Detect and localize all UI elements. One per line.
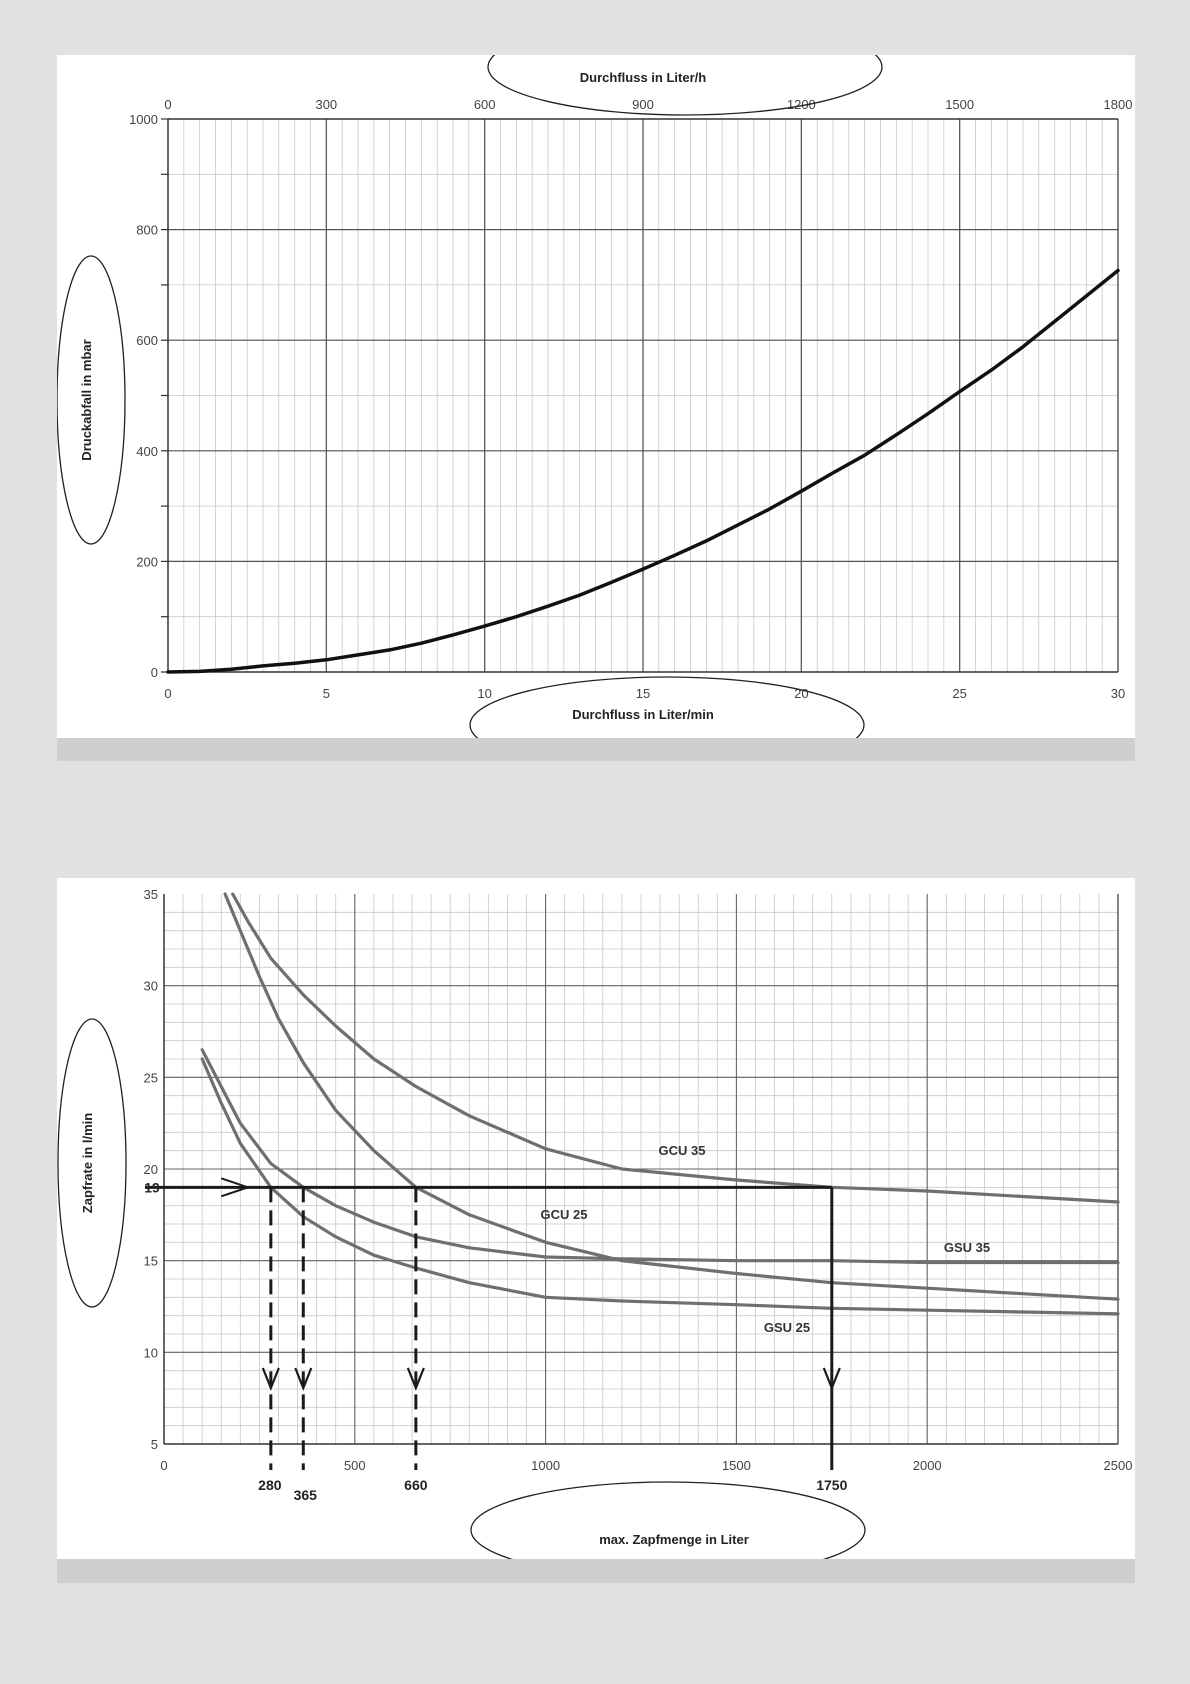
x2-tick-label: 900 xyxy=(632,97,654,112)
x-axis-title-ellipse xyxy=(469,676,865,738)
pressure-drop-curve xyxy=(166,268,1120,674)
pressure-drop-chart-panel: 0 5 10 15 20 25 30 0 300 600 900 1200 1500 1800 0 200 40… xyxy=(57,55,1135,738)
x2-tick-label: 300 xyxy=(315,97,337,112)
y-tick-label: 800 xyxy=(136,223,158,238)
series-label: GSU 35 xyxy=(944,1240,990,1255)
series-line-gsu-35 xyxy=(200,1048,1120,1265)
flow-rate-chart: 0 500 1000 1500 2000 2500 5 10 15 20 25 30 35 GCU 35 G… xyxy=(57,887,1133,1559)
x2-tick-label: 1200 xyxy=(787,97,816,112)
series-line-gcu-35 xyxy=(231,892,1120,1204)
series-label: GCU 25 xyxy=(541,1207,588,1222)
reference-y-label: 19 xyxy=(144,1179,160,1195)
reference-mark-label: 280 xyxy=(258,1477,282,1493)
y-tick-label: 10 xyxy=(144,1345,158,1360)
x-tick-label: 5 xyxy=(323,686,330,701)
series-line-gcu-25 xyxy=(223,892,1120,1301)
y-tick-label: 1000 xyxy=(129,112,158,127)
y-tick-label: 35 xyxy=(144,887,158,902)
flow-rate-chart-panel: 0 500 1000 1500 2000 2500 5 10 15 20 25 30 35 GCU 35 G… xyxy=(57,878,1135,1559)
y-tick-label: 30 xyxy=(144,979,158,994)
y-tick-label: 600 xyxy=(136,333,158,348)
series-label: GCU 35 xyxy=(659,1143,706,1158)
x2-tick-label: 600 xyxy=(474,97,496,112)
x2-axis-title-ellipse xyxy=(487,55,883,116)
y-axis-title: Druckabfall in mbar xyxy=(79,339,94,460)
x-tick-label: 25 xyxy=(952,686,966,701)
y-tick-label: 200 xyxy=(136,554,158,569)
x2-axis-title: Durchfluss in Liter/h xyxy=(580,70,706,85)
x-axis-title-ellipse xyxy=(470,1481,866,1559)
y-tick-label: 5 xyxy=(151,1437,158,1452)
x-axis-title: max. Zapfmenge in Liter xyxy=(599,1532,749,1547)
x-axis-title: Durchfluss in Liter/min xyxy=(572,707,714,722)
reference-mark-label: 365 xyxy=(294,1487,318,1503)
reference-arrow-down xyxy=(822,1367,841,1391)
x-tick-label: 2000 xyxy=(913,1458,942,1473)
x-tick-label: 500 xyxy=(344,1458,366,1473)
reference-arrow-down xyxy=(294,1367,313,1391)
x2-tick-label: 0 xyxy=(164,97,171,112)
x-tick-label: 1500 xyxy=(722,1458,751,1473)
y-axis-title-ellipse xyxy=(57,1018,127,1308)
reference-mark-label: 660 xyxy=(404,1477,428,1493)
pressure-drop-chart-footer xyxy=(57,738,1135,761)
x2-tick-label: 1500 xyxy=(945,97,974,112)
x-tick-label: 0 xyxy=(160,1458,167,1473)
x-tick-label: 20 xyxy=(794,686,808,701)
y-axis-title-ellipse xyxy=(57,255,126,545)
x-tick-label: 1000 xyxy=(531,1458,560,1473)
x-tick-label: 2500 xyxy=(1104,1458,1133,1473)
x-tick-label: 30 xyxy=(1111,686,1125,701)
x2-tick-label: 1800 xyxy=(1104,97,1133,112)
series-line-gsu-25 xyxy=(200,1057,1120,1316)
flow-rate-chart-footer xyxy=(57,1559,1135,1583)
y-tick-label: 15 xyxy=(144,1254,158,1269)
pressure-drop-chart: 0 5 10 15 20 25 300 300 600 900 1200 1500 1800020040… xyxy=(57,55,1133,738)
y-tick-label: 20 xyxy=(144,1162,158,1177)
y-tick-label: 0 xyxy=(151,665,158,680)
reference-arrow-down xyxy=(406,1367,425,1391)
series-label: GSU 25 xyxy=(764,1320,810,1335)
x-tick-label: 0 xyxy=(164,686,171,701)
y-tick-label: 400 xyxy=(136,444,158,459)
reference-arrow-right xyxy=(220,1177,252,1198)
reference-mark-label: 1750 xyxy=(816,1477,847,1493)
y-axis-title: Zapfrate in l/min xyxy=(80,1113,95,1213)
x-tick-label: 10 xyxy=(477,686,491,701)
x-tick-label: 15 xyxy=(636,686,650,701)
y-tick-label: 25 xyxy=(144,1070,158,1085)
reference-arrow-down xyxy=(261,1367,280,1391)
